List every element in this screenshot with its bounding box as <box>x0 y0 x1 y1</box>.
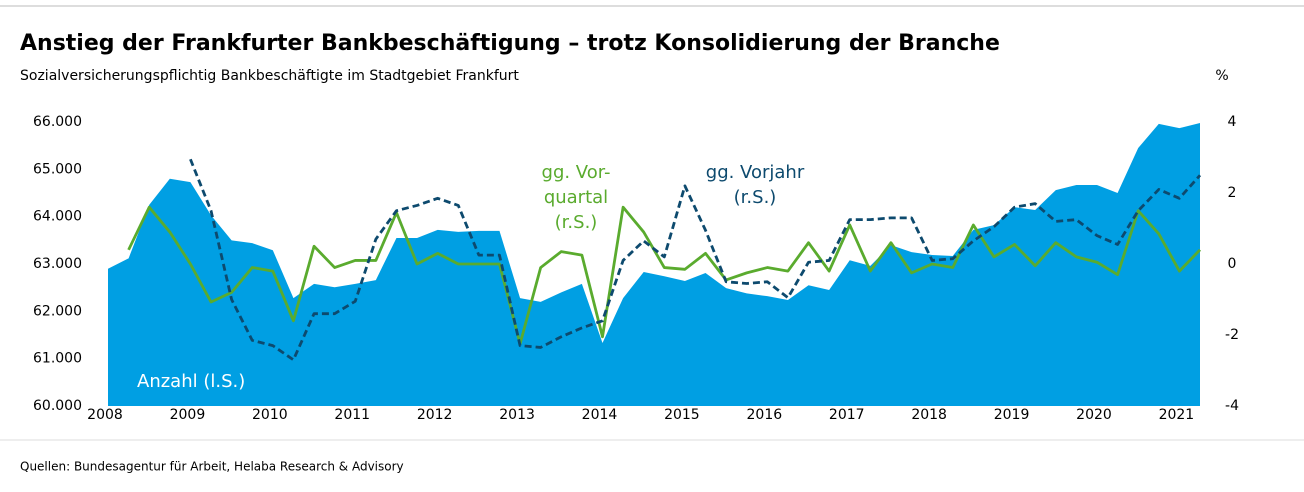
x-tick-label: 2019 <box>994 407 1030 423</box>
y2-tick-label: 2 <box>1228 185 1237 201</box>
area <box>108 122 1200 407</box>
x-tick-label: 2014 <box>582 407 618 423</box>
y-tick-label: 64.000 <box>33 209 82 225</box>
series-label: gg. Vor- <box>542 162 611 183</box>
x-tick-label: 2020 <box>1076 407 1112 423</box>
y-tick-label: 61.000 <box>33 351 82 367</box>
chart-title: Anstieg der Frankfurter Bankbeschäftigun… <box>20 31 1000 56</box>
x-tick-label: 2013 <box>499 407 535 423</box>
y-tick-label: 65.000 <box>33 161 82 177</box>
series-label: quartal <box>544 187 608 208</box>
dashed-line <box>189 158 1202 362</box>
series-label: (r.S.) <box>734 187 777 208</box>
x-tick-label: 2015 <box>664 407 700 423</box>
y-tick-label: 63.000 <box>33 256 82 272</box>
y-tick-label: 66.000 <box>33 114 82 130</box>
series-label: (r.S.) <box>555 212 598 233</box>
x-tick-label: 2017 <box>829 407 865 423</box>
line <box>127 205 1202 346</box>
source: Quellen: Bundesagentur für Arbeit, Helab… <box>20 460 404 474</box>
y2-tick-label: 0 <box>1228 256 1237 272</box>
x-tick-label: 2021 <box>1159 407 1195 423</box>
y-tick-label: 62.000 <box>33 303 82 319</box>
y-tick-label: 60.000 <box>33 398 82 414</box>
x-tick-label: 2008 <box>87 407 123 423</box>
y2-tick-label: 4 <box>1228 114 1237 130</box>
x-tick-label: 2009 <box>170 407 206 423</box>
y2-tick-label: -4 <box>1225 398 1239 414</box>
series-label: gg. Vorjahr <box>706 162 805 183</box>
series-label: Anzahl (l.S.) <box>137 371 245 392</box>
x-tick-label: 2011 <box>334 407 370 423</box>
x-tick-label: 2016 <box>747 407 783 423</box>
x-tick-label: 2012 <box>417 407 453 423</box>
y2-tick-label: -2 <box>1225 327 1239 343</box>
x-tick-label: 2018 <box>911 407 947 423</box>
chart-subtitle: Sozialversicherungspflichtig Bankbeschäf… <box>20 68 519 84</box>
x-tick-label: 2010 <box>252 407 288 423</box>
y2-axis-label: % <box>1215 68 1228 84</box>
